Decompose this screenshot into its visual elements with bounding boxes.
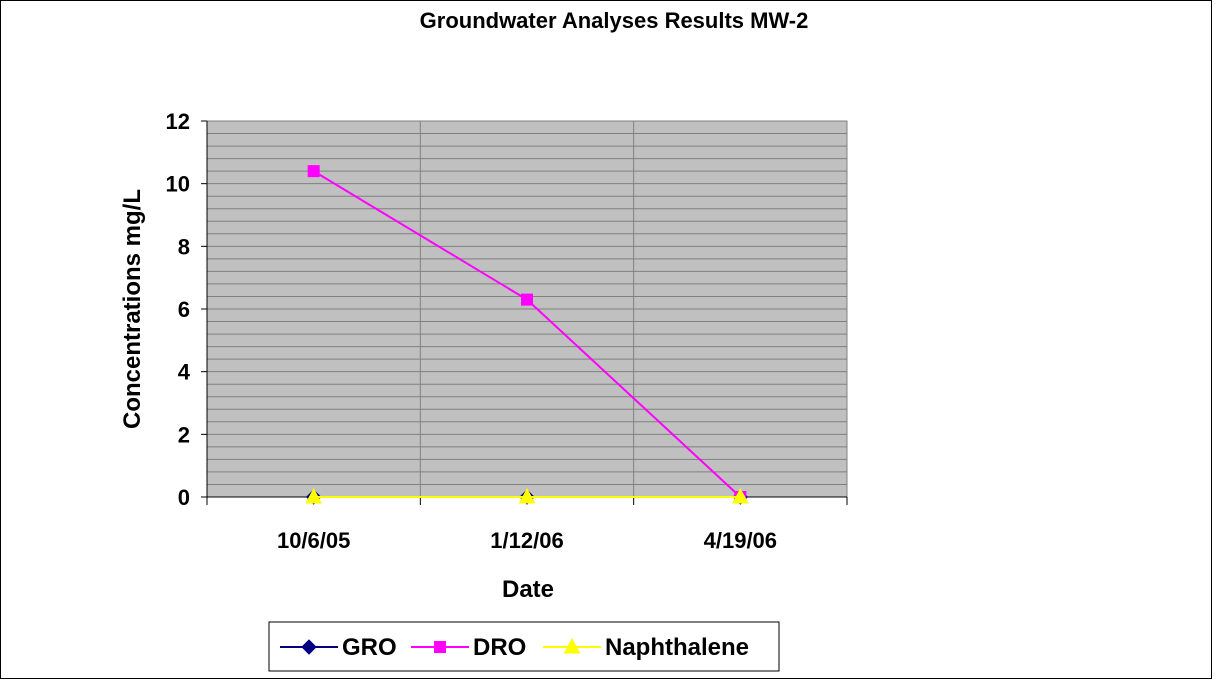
data-point-naphthalene: [518, 487, 536, 504]
y-axis-label: Concentrations mg/L: [119, 189, 146, 429]
plot-area: [206, 120, 848, 498]
vertical-gridlines: [419, 121, 635, 497]
x-tick-label: 10/6/05: [277, 528, 350, 553]
chart-title: Groundwater Analyses Results MW-2: [420, 8, 809, 33]
legend-marker-gro: [301, 639, 317, 655]
legend-item-naphthalene: Naphthalene: [543, 634, 749, 661]
x-axis-ticks: 10/6/05 1/12/06 4/19/06: [206, 497, 848, 553]
x-tick-label: 4/19/06: [704, 528, 777, 553]
legend-label-naphthalene: Naphthalene: [605, 634, 749, 661]
legend-marker-dro: [434, 641, 446, 653]
data-point-dro: [521, 293, 533, 306]
legend-item-dro: DRO: [411, 634, 526, 661]
y-tick-label: 8: [178, 234, 190, 259]
y-axis-ticks: 0 2 4 6 8 10 12: [166, 109, 207, 510]
data-point-dro: [307, 165, 320, 178]
legend-label-dro: DRO: [473, 634, 526, 661]
horizontal-gridlines: [207, 133, 847, 485]
x-tick-label: 1/12/06: [490, 528, 563, 553]
y-tick-label: 10: [166, 172, 190, 197]
y-tick-label: 2: [178, 422, 190, 447]
legend: GRO DRO Naphthalene: [268, 621, 780, 672]
y-tick-label: 12: [166, 109, 190, 134]
x-axis-label: Date: [502, 576, 554, 603]
y-tick-label: 6: [178, 297, 190, 322]
y-tick-label: 4: [178, 360, 191, 385]
data-point-naphthalene: [731, 487, 749, 504]
series-layer: [305, 165, 749, 505]
legend-marker-naphthalene: [563, 637, 581, 654]
legend-items: GRO DRO Naphthalene: [280, 634, 749, 661]
data-point-naphthalene: [305, 487, 323, 504]
y-tick-label: 0: [178, 485, 190, 510]
legend-label-gro: GRO: [342, 634, 397, 661]
legend-box: [268, 621, 780, 672]
series-naphthalene: [305, 487, 749, 504]
legend-item-gro: GRO: [280, 634, 397, 661]
